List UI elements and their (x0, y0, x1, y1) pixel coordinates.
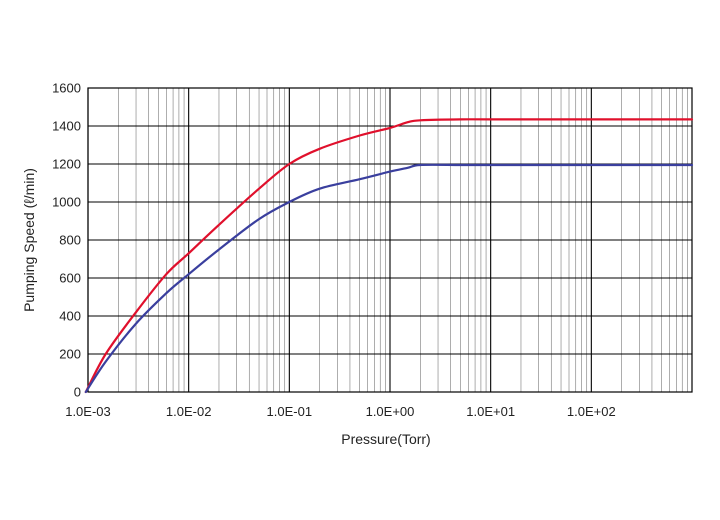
y-tick-label: 1000 (52, 195, 81, 210)
y-axis-title: Pumping Speed (ℓ/min) (21, 168, 37, 312)
x-tick-label: 1.0E-03 (65, 404, 111, 419)
y-tick-label: 1400 (52, 119, 81, 134)
x-tick-label: 1.0E-02 (166, 404, 212, 419)
y-tick-labels: 0 200 400 600 800 1000 1200 1400 1600 (52, 81, 81, 400)
y-tick-label: 400 (59, 309, 81, 324)
series-lines (84, 118, 694, 394)
y-tick-label: 600 (59, 271, 81, 286)
y-tick-label: 800 (59, 233, 81, 248)
x-axis-title: Pressure(Torr) (341, 431, 430, 447)
y-tick-label: 1600 (52, 81, 81, 96)
x-tick-label: 1.0E-01 (267, 404, 313, 419)
y-tick-label: 0 (74, 385, 81, 400)
grid (87, 87, 692, 393)
plot-frame (87, 87, 693, 393)
blue-series-line (84, 163, 694, 394)
y-tick-label: 200 (59, 347, 81, 362)
red-series-line (84, 118, 694, 394)
x-tick-labels: 1.0E-03 1.0E-02 1.0E-01 1.0E+00 1.0E+01 1.0E+… (65, 404, 616, 419)
x-tick-label: 1.0E+00 (366, 404, 415, 419)
x-tick-label: 1.0E+02 (567, 404, 616, 419)
y-tick-label: 1200 (52, 157, 81, 172)
x-tick-label: 1.0E+01 (466, 404, 515, 419)
